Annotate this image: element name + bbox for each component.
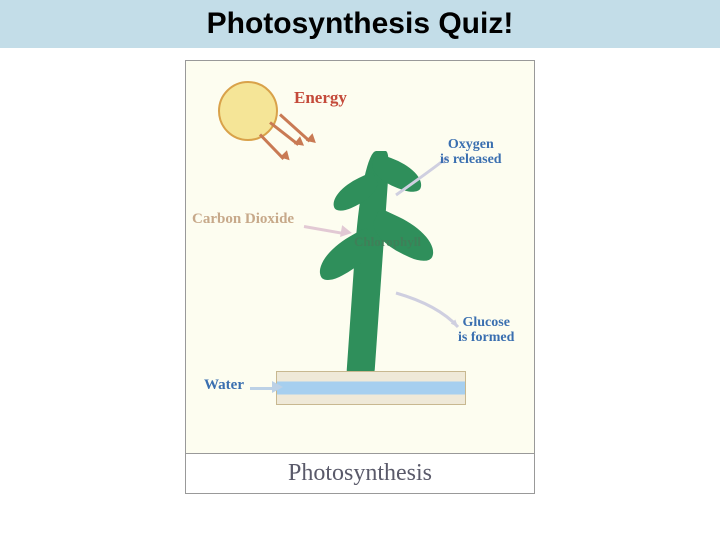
caption-text: Photosynthesis <box>288 460 432 487</box>
diagram-caption: Photosynthesis <box>186 453 534 493</box>
oxygen-label: Oxygen is released <box>440 137 502 168</box>
energy-label: Energy <box>294 89 347 108</box>
glucose-label: Glucose is formed <box>458 315 514 346</box>
photosynthesis-diagram: Energy Oxygen is released Carbon Dioxide… <box>185 60 535 494</box>
diagram-canvas: Energy Oxygen is released Carbon Dioxide… <box>186 61 534 455</box>
ground-water-layer <box>276 371 466 405</box>
water-label: Water <box>204 377 244 394</box>
quiz-title: Photosynthesis Quiz! <box>207 7 514 41</box>
sun-icon <box>218 81 278 141</box>
carbon-dioxide-label: Carbon Dioxide <box>192 211 294 228</box>
quiz-title-bar: Photosynthesis Quiz! <box>0 0 720 48</box>
chlorophyll-label: Chlorophyll <box>354 235 421 249</box>
